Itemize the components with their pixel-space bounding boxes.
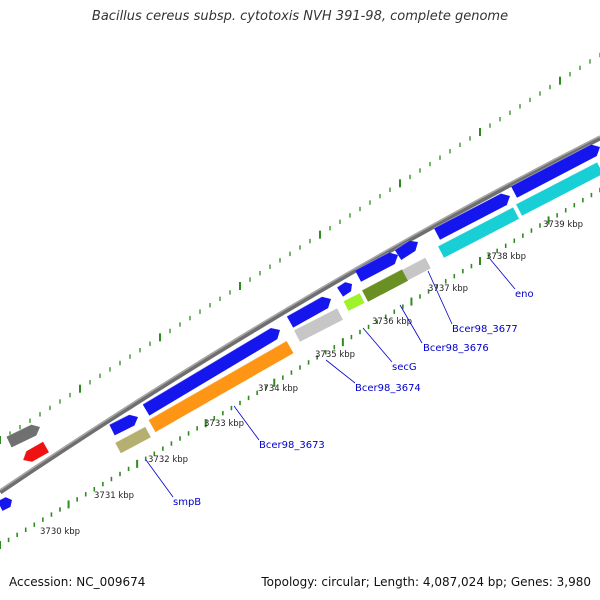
gene-feature-blue: [109, 414, 138, 436]
gene-label: Bcer98_3676: [423, 343, 489, 354]
gene-feature-blue: [510, 144, 600, 198]
gene-feature-darkgray: [6, 424, 40, 448]
gene-feature-blue-highlight: [394, 240, 410, 251]
gene-feature-blue-highlight: [433, 193, 502, 229]
gene-label-leader: [325, 359, 356, 384]
gene-feature-gray-highlight: [401, 257, 426, 271]
scale-label: 3734 kbp: [258, 384, 298, 394]
gene-features: [0, 144, 600, 511]
gene-feature-gray-body: [402, 257, 431, 281]
gene-feature-olive-highlight: [114, 426, 146, 444]
gene-feature-gray: [401, 257, 431, 281]
gene-label-leader: [145, 459, 174, 498]
backbone-highlight: [0, 135, 600, 491]
gene-feature-blue: [286, 296, 331, 328]
gene-label-leader: [233, 405, 260, 441]
gene-feature-blue-highlight: [286, 296, 322, 317]
gene-feature-lightgreen: [343, 292, 365, 311]
gene-feature-darkgreen-highlight: [361, 268, 403, 291]
gene-feature-blue-body: [286, 296, 331, 328]
gene-feature-cyan: [437, 206, 519, 258]
gene-feature-darkgray-highlight: [6, 424, 32, 438]
gene-feature-gray-body: [294, 308, 343, 342]
gene-label: secG: [392, 362, 417, 373]
gene-label-leader: [362, 327, 393, 363]
scale-label: 3733 kbp: [204, 419, 244, 429]
gene-feature-red: [22, 441, 49, 462]
gene-feature-cyan-body: [438, 207, 519, 258]
gene-feature-blue-highlight: [510, 144, 592, 187]
gene-feature-blue-highlight: [0, 496, 6, 501]
backbone-axis: [0, 135, 600, 495]
scale-label: 3736 kbp: [372, 317, 412, 327]
gene-label-leader: [427, 270, 453, 325]
gene-feature-cyan-highlight: [437, 206, 514, 247]
gene-feature-blue: [394, 240, 418, 261]
accession-text: Accession: NC_009674: [9, 575, 146, 589]
gene-feature-blue-body: [394, 240, 418, 261]
gene-feature-blue-body: [142, 328, 280, 416]
scale-label: 3737 kbp: [428, 284, 468, 294]
gene-feature-blue-highlight: [354, 252, 390, 271]
gene-label-leader: [399, 304, 423, 344]
gene-feature-olive-body: [115, 426, 151, 454]
scale-label: 3732 kbp: [148, 455, 188, 465]
gene-label: Bcer98_3673: [259, 440, 325, 451]
gene-feature-cyan-highlight: [515, 161, 598, 205]
gene-feature-darkgreen: [361, 268, 409, 302]
genome-summary-text: Topology: circular; Length: 4,087,024 bp…: [261, 575, 591, 589]
scale-label: 3731 kbp: [94, 491, 134, 501]
gene-feature-blue: [142, 327, 280, 416]
gene-feature-lightgreen-body: [343, 293, 365, 311]
gene-feature-darkgray-body: [6, 424, 40, 448]
gene-feature-orange-body: [148, 340, 294, 433]
gene-label: Bcer98_3677: [452, 324, 518, 335]
map-title: Bacillus cereus subsp. cytotoxis NVH 391…: [91, 9, 509, 24]
gene-feature-blue: [336, 281, 352, 297]
scale-label: 3738 kbp: [486, 252, 526, 262]
gene-feature-olive: [114, 426, 151, 454]
gene-feature-red-body: [23, 441, 49, 462]
gene-feature-blue: [433, 193, 510, 240]
gene-feature-orange-highlight: [148, 340, 287, 421]
gene-label-leader: [489, 258, 516, 290]
gene-feature-gray: [293, 307, 343, 342]
gene-feature-blue-body: [336, 282, 352, 297]
gene-labels: smpB Bcer98_3673 Bcer98_3674 secG Bcer98_367…: [145, 258, 534, 508]
gene-feature-blue-highlight: [142, 327, 271, 405]
scale-label: 3730 kbp: [40, 527, 80, 537]
gene-feature-blue-body: [433, 193, 510, 240]
gene-feature-gray-highlight: [293, 307, 338, 331]
gene-feature-lightgreen-highlight: [343, 292, 360, 302]
gene-feature-red-highlight: [22, 451, 27, 461]
tick-marks: [0, 52, 600, 549]
backbone-line: [0, 135, 600, 495]
gene-feature-cyan: [515, 161, 600, 216]
gene-feature-blue-body: [109, 414, 138, 436]
gene-feature-blue: [354, 252, 398, 282]
gene-label: eno: [515, 289, 534, 300]
gene-feature-blue-body: [354, 252, 398, 282]
gene-feature-darkgreen-body: [361, 269, 409, 302]
gene-feature-blue-highlight: [109, 414, 130, 426]
gene-feature-blue: [0, 496, 12, 511]
gene-feature-blue-body: [0, 497, 12, 511]
scale-label: 3739 kbp: [543, 220, 583, 230]
gene-feature-blue-body: [510, 144, 600, 198]
gene-label: Bcer98_3674: [355, 383, 421, 394]
gene-feature-blue-highlight: [336, 281, 346, 288]
scale-labels: 3730 kbp 3731 kbp 3732 kbp 3733 kbp 3734 kbp…: [40, 220, 583, 537]
gene-label: smpB: [173, 497, 201, 508]
gene-feature-orange: [148, 340, 294, 433]
gene-feature-cyan-body: [516, 162, 600, 216]
scale-label: 3735 kbp: [315, 350, 355, 360]
